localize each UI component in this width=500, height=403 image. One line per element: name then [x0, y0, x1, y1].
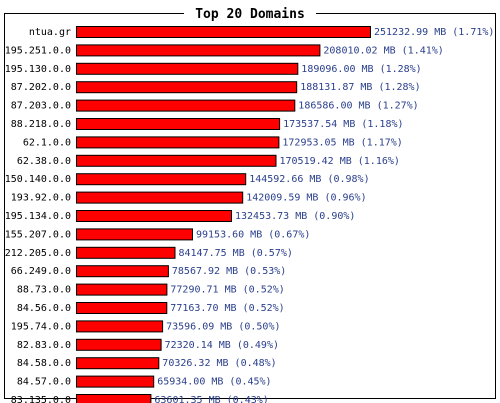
category-label: 82.83.0.0 — [17, 340, 71, 351]
domain-bar — [76, 62, 299, 75]
value-label: 77290.71 MB (0.52%) — [170, 285, 284, 296]
value-label: 65934.00 MB (0.45%) — [157, 377, 271, 388]
domain-bar — [76, 283, 168, 296]
category-label: 62.38.0.0 — [17, 156, 71, 167]
value-label: 132453.73 MB (0.90%) — [235, 211, 355, 222]
category-label: 62.1.0.0 — [23, 137, 71, 148]
domain-bar — [76, 44, 321, 57]
domain-bar — [76, 26, 371, 38]
domain-bar — [76, 154, 277, 167]
category-label: 88.218.0.0 — [11, 119, 71, 130]
value-label: 70326.32 MB (0.48%) — [162, 358, 276, 369]
category-label: 193.92.0.0 — [11, 193, 71, 204]
bar-rows: ntua.gr 251232.99 MB (1.71%) 195.251.0.0 20… — [5, 26, 494, 403]
domain-bar — [76, 394, 152, 403]
domain-bar — [76, 99, 296, 112]
domain-bar — [76, 338, 162, 351]
value-label: 189096.00 MB (1.28%) — [301, 64, 421, 75]
category-label: 87.203.0.0 — [11, 101, 71, 112]
category-label: 195.74.0.0 — [11, 321, 71, 332]
domain-bar — [76, 375, 155, 388]
value-label: 186586.00 MB (1.27%) — [298, 101, 418, 112]
category-label: 195.134.0.0 — [5, 211, 71, 222]
domain-bar — [76, 228, 193, 241]
value-label: 144592.66 MB (0.98%) — [249, 174, 369, 185]
value-label: 188131.87 MB (1.28%) — [300, 82, 420, 93]
value-label: 142009.59 MB (0.96%) — [246, 193, 366, 204]
domain-bar — [76, 173, 247, 186]
value-label: 78567.92 MB (0.53%) — [172, 266, 286, 277]
value-label: 72320.14 MB (0.49%) — [165, 340, 279, 351]
domain-bar — [76, 357, 160, 370]
chart-title: Top 20 Domains — [195, 7, 305, 22]
domain-bar — [76, 136, 280, 149]
domain-bar — [76, 191, 244, 204]
category-label: 87.202.0.0 — [11, 82, 71, 93]
value-label: 77163.70 MB (0.52%) — [170, 303, 284, 314]
category-label: 84.57.0.0 — [17, 377, 71, 388]
category-label: 195.251.0.0 — [5, 45, 71, 56]
domain-bar — [76, 302, 168, 314]
category-label: 66.249.0.0 — [11, 266, 71, 277]
category-label: ntua.gr — [29, 27, 71, 38]
value-label: 172953.05 MB (1.17%) — [282, 137, 402, 148]
value-label: 99153.60 MB (0.67%) — [196, 229, 310, 240]
category-label: 84.56.0.0 — [17, 303, 71, 314]
category-label: 84.58.0.0 — [17, 358, 71, 369]
value-label: 84147.75 MB (0.57%) — [179, 248, 293, 259]
title-background — [184, 5, 316, 22]
category-label: 195.130.0.0 — [5, 64, 71, 75]
domain-bar — [76, 210, 232, 222]
domain-bar — [76, 265, 169, 278]
domain-bar — [76, 81, 298, 94]
domain-bar — [76, 320, 164, 333]
value-label: 63601.35 MB (0.43%) — [154, 395, 268, 403]
value-label: 73596.09 MB (0.50%) — [166, 321, 280, 332]
value-label: 208010.02 MB (1.41%) — [323, 45, 443, 56]
category-label: 155.207.0.0 — [5, 229, 71, 240]
value-label: 251232.99 MB (1.71%) — [374, 27, 494, 38]
domain-bar — [76, 118, 281, 130]
category-label: 88.73.0.0 — [17, 285, 71, 296]
category-label: 83.135.0.0 — [11, 395, 71, 403]
value-label: 173537.54 MB (1.18%) — [283, 119, 403, 130]
category-label: 150.140.0.0 — [5, 174, 71, 185]
domain-bar — [76, 246, 176, 259]
value-label: 170519.42 MB (1.16%) — [280, 156, 400, 167]
category-label: 212.205.0.0 — [5, 248, 71, 259]
